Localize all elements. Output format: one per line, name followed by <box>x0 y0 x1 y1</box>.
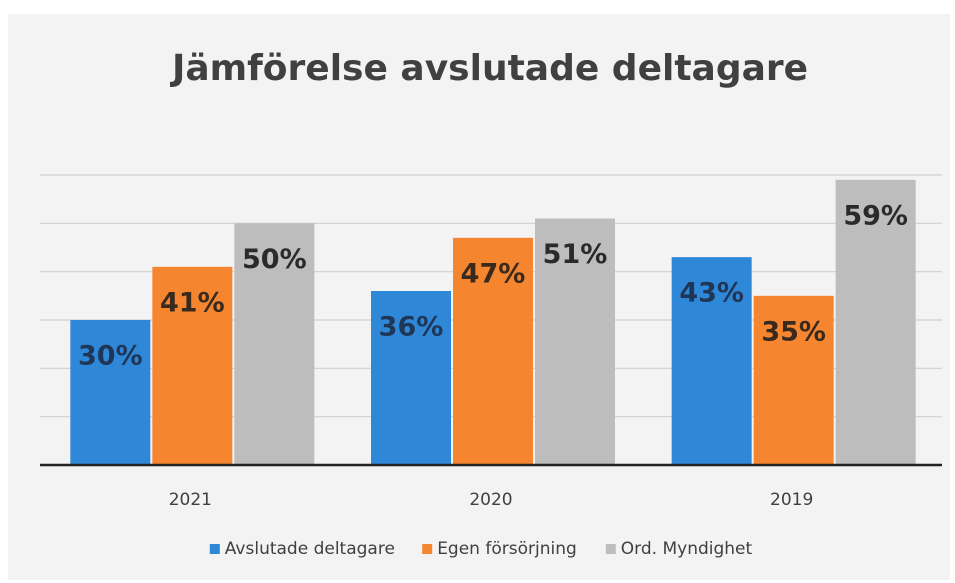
legend-label: Avslutade deltagare <box>225 539 395 559</box>
bar <box>753 295 834 465</box>
data-label: 36% <box>379 312 444 343</box>
legend-swatch <box>422 544 433 554</box>
data-label: 51% <box>543 239 608 270</box>
bar <box>234 223 315 465</box>
legend-swatch <box>605 544 616 554</box>
legend-swatch <box>209 544 220 554</box>
bar <box>371 291 451 465</box>
bar <box>152 266 233 465</box>
bar <box>671 257 752 465</box>
bar <box>453 237 533 465</box>
legend-label: Ord. Myndighet <box>621 539 753 559</box>
data-label: 50% <box>242 244 307 275</box>
x-tick-label: 2019 <box>770 490 813 510</box>
chart-title: Jämförelse avslutade deltagare <box>169 48 808 89</box>
data-label: 59% <box>843 200 908 231</box>
bar <box>535 218 615 465</box>
data-label: 47% <box>461 258 526 289</box>
data-label: 43% <box>679 278 744 309</box>
legend-label: Egen försörjning <box>437 539 577 559</box>
data-label: 41% <box>160 287 225 318</box>
bar <box>70 320 151 465</box>
data-label: 30% <box>78 341 143 372</box>
x-tick-label: 2021 <box>169 490 212 510</box>
data-label: 35% <box>761 316 826 347</box>
x-tick-label: 2020 <box>469 490 512 510</box>
bar <box>835 179 916 466</box>
